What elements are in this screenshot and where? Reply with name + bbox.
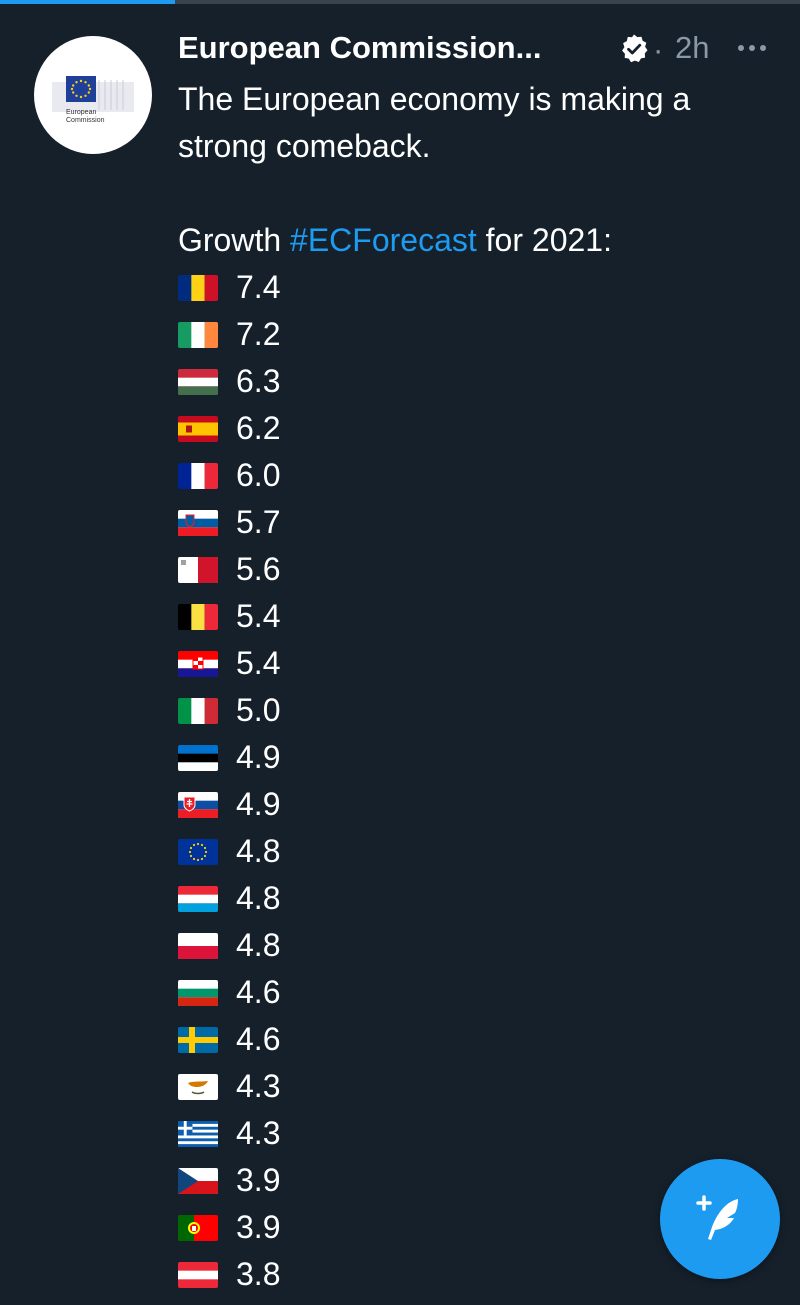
tweet-line-2: strong comeback. [178,128,431,164]
forecast-row: 7.2 [178,311,778,358]
forecast-row: 4.3 [178,1110,778,1157]
growth-value: 3.8 [236,1256,281,1292]
forecast-row: 3.8 [178,1251,778,1298]
tweet-line-1: The European economy is making a [178,81,691,117]
growth-value: 6.0 [236,457,281,493]
flag-france-icon [178,462,218,489]
growth-suffix: for 2021: [476,222,612,258]
tweet-text: The European economy is making a strong … [178,76,778,1298]
flag-slovakia-icon [178,791,218,818]
forecast-list: 7.4 7.2 6.3 6.2 6.0 5.7 5.6 5.4 5.4 5.0 4.9 4.9 4.8 4… [178,264,778,1298]
forecast-row: 4.8 [178,828,778,875]
growth-value: 4.8 [236,927,281,963]
flag-belgium-icon [178,603,218,630]
avatar-caption: European Commission [66,109,105,125]
flag-bulgaria-icon [178,979,218,1006]
growth-value: 4.6 [236,974,281,1010]
avatar-caption-line2: Commission [66,117,105,124]
growth-value: 5.0 [236,692,281,728]
flag-croatia-icon [178,650,218,677]
growth-value: 4.3 [236,1115,281,1151]
avatar-caption-line1: European [66,109,97,116]
growth-value: 7.2 [236,316,281,352]
forecast-row: 4.9 [178,734,778,781]
forecast-row: 6.3 [178,358,778,405]
growth-value: 4.8 [236,880,281,916]
more-options-icon[interactable] [734,36,770,60]
forecast-row: 4.6 [178,969,778,1016]
forecast-row: 3.9 [178,1204,778,1251]
flag-portugal-icon [178,1214,218,1241]
tab-indicator [0,0,175,4]
flag-luxembourg-icon [178,885,218,912]
forecast-row: 5.7 [178,499,778,546]
flag-estonia-icon [178,744,218,771]
flag-greece-icon [178,1120,218,1147]
forecast-row: 4.3 [178,1063,778,1110]
blank-line [178,170,778,217]
growth-value: 6.2 [236,410,281,446]
growth-value: 3.9 [236,1209,281,1245]
forecast-row: 5.6 [178,546,778,593]
growth-value: 6.3 [236,363,281,399]
verified-badge-icon [622,34,648,63]
flag-slovenia-icon [178,509,218,536]
forecast-row: 6.2 [178,405,778,452]
avatar[interactable]: European Commission [34,36,152,154]
flag-romania-icon [178,274,218,301]
flag-malta-icon [178,556,218,583]
forecast-row: 6.0 [178,452,778,499]
flag-cyprus-icon [178,1073,218,1100]
compose-tweet-button[interactable] [660,1159,780,1279]
flag-ireland-icon [178,321,218,348]
flag-hungary-icon [178,368,218,395]
forecast-row: 3.9 [178,1157,778,1204]
forecast-row: 4.6 [178,1016,778,1063]
growth-value: 5.4 [236,645,281,681]
flag-italy-icon [178,697,218,724]
tweet-header: European Commission... · 2h [178,24,778,74]
forecast-row: 5.4 [178,593,778,640]
flag-spain-icon [178,415,218,442]
forecast-row: 4.8 [178,875,778,922]
growth-value: 4.9 [236,786,281,822]
separator-dot: · [653,32,664,67]
growth-heading: Growth #ECForecast for 2021: [178,217,778,264]
forecast-row: 7.4 [178,264,778,311]
growth-value: 3.9 [236,1162,281,1198]
growth-value: 7.4 [236,269,281,305]
top-border [0,0,800,4]
compose-tweet-icon [696,1195,738,1240]
forecast-row: 5.0 [178,687,778,734]
flag-poland-icon [178,932,218,959]
growth-value: 5.7 [236,504,281,540]
author-name[interactable]: European Commission... [178,30,542,65]
ec-logo-icon [52,76,134,112]
timestamp[interactable]: 2h [675,30,710,65]
growth-value: 4.6 [236,1021,281,1057]
growth-value: 4.3 [236,1068,281,1104]
flag-czechia-icon [178,1167,218,1194]
flag-european-union-icon [178,838,218,865]
growth-value: 5.6 [236,551,281,587]
forecast-row: 4.9 [178,781,778,828]
forecast-row: 5.4 [178,640,778,687]
growth-prefix: Growth [178,222,291,258]
flag-austria-icon [178,1261,218,1288]
hashtag-link[interactable]: #ECForecast [290,222,477,258]
flag-sweden-icon [178,1026,218,1053]
forecast-row: 4.8 [178,922,778,969]
growth-value: 4.9 [236,739,281,775]
growth-value: 5.4 [236,598,281,634]
growth-value: 4.8 [236,833,281,869]
